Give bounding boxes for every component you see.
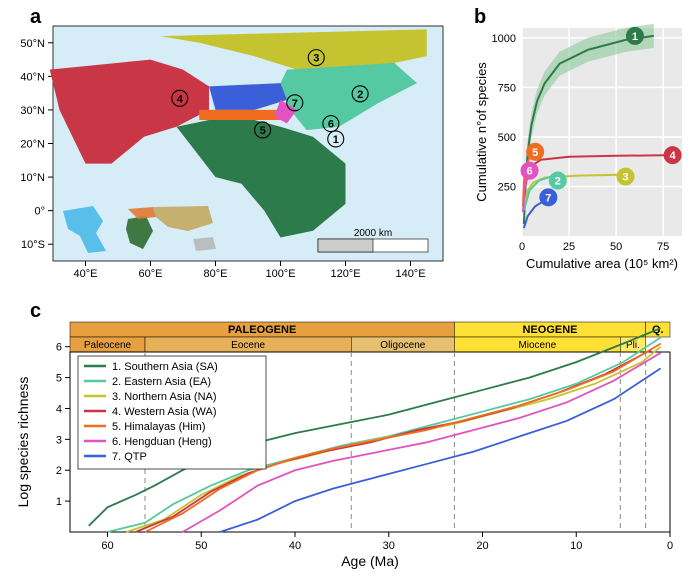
svg-text:5: 5 [56,373,62,385]
svg-text:50: 50 [610,241,622,253]
svg-text:30°N: 30°N [20,105,45,117]
svg-text:75: 75 [657,241,669,253]
svg-text:7: 7 [292,98,298,110]
svg-text:2000 km: 2000 km [354,228,392,239]
svg-text:120°E: 120°E [330,268,360,280]
svg-text:0°: 0° [34,206,45,218]
svg-text:4: 4 [177,93,184,105]
svg-text:100°E: 100°E [265,268,295,280]
svg-text:Cumulative n°of species: Cumulative n°of species [474,62,489,202]
svg-text:1: 1 [333,134,339,146]
svg-text:Cumulative area (10⁵ km²): Cumulative area (10⁵ km²) [526,256,678,271]
svg-text:250: 250 [498,181,516,193]
svg-text:1: 1 [56,496,62,508]
svg-text:6: 6 [526,166,532,178]
panel-c: c PALEOGENENEOGENEQ.PaleoceneEoceneOligo… [8,300,692,580]
svg-text:4: 4 [56,403,62,415]
svg-text:Eocene: Eocene [231,340,265,351]
svg-text:4. Western Asia (WA): 4. Western Asia (WA) [112,406,217,418]
svg-text:40°E: 40°E [74,268,98,280]
svg-text:Paleocene: Paleocene [84,340,132,351]
svg-text:6: 6 [328,119,334,131]
svg-text:2. Eastern Asia (EA): 2. Eastern Asia (EA) [112,376,211,388]
svg-text:7. QTP: 7. QTP [112,451,147,463]
panel-a-label: a [30,6,41,29]
svg-text:40: 40 [289,540,301,552]
map-svg: 10°S 0° 10°N 20°N 30°N 40°N 50°N 40°E 60°E 80°E 10… [8,6,458,291]
svg-text:Miocene: Miocene [518,340,556,351]
panel-b-label: b [474,6,486,29]
svg-text:Age (Ma): Age (Ma) [341,553,399,569]
svg-text:3: 3 [313,53,319,65]
panel-c-label: c [30,300,41,323]
svg-text:500: 500 [498,132,516,144]
svg-text:10: 10 [570,540,582,552]
svg-text:3. Northern Asia (NA): 3. Northern Asia (NA) [112,391,217,403]
svg-text:5. Himalayas (Him): 5. Himalayas (Him) [112,421,206,433]
svg-text:3: 3 [56,434,62,446]
svg-text:140°E: 140°E [395,268,425,280]
svg-text:1: 1 [632,31,638,43]
svg-text:60°E: 60°E [139,268,163,280]
panel-b: b 1 4 5 3 2 6 7 0 25 50 75 250 500 750 1000 Cumulative … [470,6,695,291]
svg-text:20: 20 [476,540,488,552]
svg-text:Log species richness: Log species richness [15,377,31,508]
svg-text:2: 2 [555,176,561,188]
svg-text:10°S: 10°S [21,239,45,251]
figure-root: a 10°S 0° 10°N 20°N 30°N 40°N 50°N 40°E 60°E 80°E… [0,0,700,585]
panel-a: a 10°S 0° 10°N 20°N 30°N 40°N 50°N 40°E 60°E 80°E… [8,6,458,291]
timeseries-svg: PALEOGENENEOGENEQ.PaleoceneEoceneOligoce… [8,300,692,580]
svg-text:1. Southern Asia (SA): 1. Southern Asia (SA) [112,361,218,373]
svg-text:5: 5 [532,147,538,159]
svg-text:2: 2 [56,465,62,477]
svg-text:6. Hengduan (Heng): 6. Hengduan (Heng) [112,436,212,448]
svg-text:7: 7 [545,192,551,204]
svg-text:25: 25 [563,241,575,253]
svg-text:NEOGENE: NEOGENE [522,324,577,336]
svg-text:10°N: 10°N [20,172,45,184]
svg-text:60: 60 [101,540,113,552]
svg-text:50: 50 [195,540,207,552]
svg-text:PALEOGENE: PALEOGENE [228,324,296,336]
svg-text:6: 6 [56,342,62,354]
svg-text:1000: 1000 [492,33,516,45]
svg-text:80°E: 80°E [204,268,228,280]
svg-text:3: 3 [622,172,628,184]
svg-text:50°N: 50°N [20,38,45,50]
svg-text:4: 4 [670,150,677,162]
svg-text:2: 2 [357,89,363,101]
svg-text:Oligocene: Oligocene [380,340,425,351]
svg-text:0: 0 [667,540,673,552]
svg-text:40°N: 40°N [20,71,45,83]
svg-text:0: 0 [519,241,525,253]
curve-svg: 1 4 5 3 2 6 7 0 25 50 75 250 500 750 1000 Cumulative ar… [470,6,695,291]
svg-text:30: 30 [383,540,395,552]
svg-text:750: 750 [498,82,516,94]
svg-text:5: 5 [260,125,266,137]
svg-text:20°N: 20°N [20,139,45,151]
